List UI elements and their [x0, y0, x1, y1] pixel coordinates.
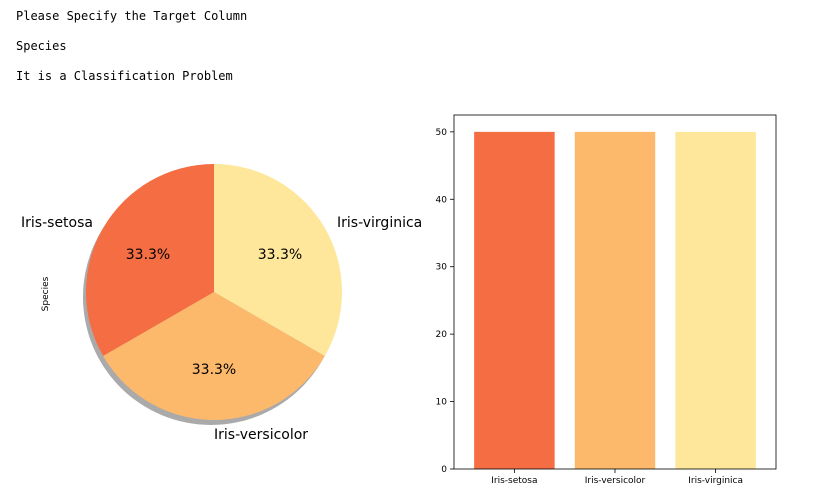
bar-virginica	[675, 131, 756, 470]
pie-label-setosa: Iris-setosa	[21, 215, 93, 231]
y-tick-label: 30	[436, 263, 448, 273]
pie-pct-setosa: 33.3%	[126, 247, 170, 263]
pie-label-versicolor: Iris-versicolor	[214, 427, 308, 443]
pie-label-virginica: Iris-virginica	[337, 215, 422, 231]
x-tick-label-virginica: Iris-virginica	[688, 476, 743, 486]
pie-chart: Species Iris-setosa Iris-versicolor Iris…	[21, 164, 422, 443]
y-tick-label: 50	[436, 128, 448, 138]
output-line-target-column: Species	[16, 39, 67, 53]
y-tick-label: 20	[436, 330, 448, 340]
y-tick-label: 40	[436, 195, 448, 205]
y-tick-label: 0	[441, 465, 447, 475]
pie-pct-versicolor: 33.3%	[192, 362, 236, 378]
bar-chart: 0 10 20 30 40 50 Iris-setosa Iris-versicolor Ir…	[436, 114, 777, 486]
pie-slice-versicolor	[103, 292, 325, 420]
x-tick-label-versicolor: Iris-versicolor	[585, 476, 646, 486]
bar-setosa	[474, 131, 555, 470]
output-line-target-prompt: Please Specify the Target Column	[16, 9, 248, 23]
pie-slice-virginica	[214, 164, 342, 356]
pie-ylabel: Species	[41, 276, 51, 311]
output-line-problem-type: It is a Classification Problem	[16, 69, 233, 83]
bar-versicolor	[574, 131, 656, 470]
pie-pct-virginica: 33.3%	[258, 247, 302, 263]
pie-slice-setosa	[86, 164, 214, 356]
y-tick-label: 10	[436, 398, 448, 408]
x-tick-label-setosa: Iris-setosa	[491, 476, 537, 486]
